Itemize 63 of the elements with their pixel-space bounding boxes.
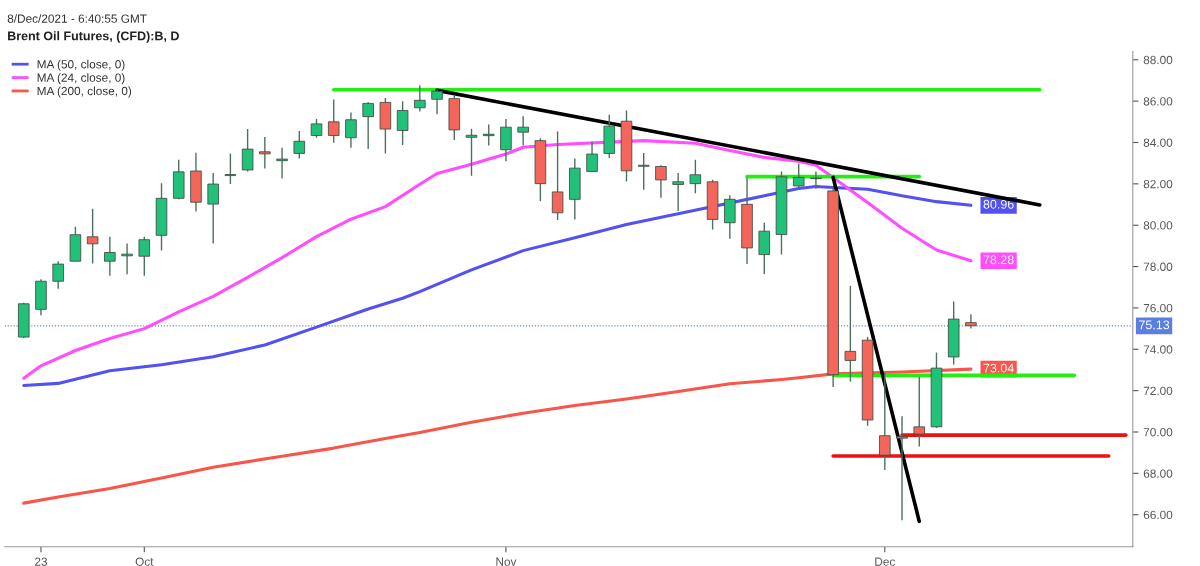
candlestick: [844, 285, 857, 383]
candlestick: [138, 236, 151, 277]
candlestick: [276, 146, 288, 180]
legend-label: MA (24, close, 0): [37, 73, 125, 85]
candlestick: [327, 98, 340, 144]
candlestick: [896, 415, 908, 521]
y-tick-label: 76.00: [1143, 303, 1173, 313]
y-tick-label: 78.00: [1143, 262, 1173, 271]
line-series: [22, 139, 973, 380]
y-tick-label: 88.00: [1143, 55, 1173, 65]
candlestick: [241, 128, 254, 173]
y-tick-label: 82.00: [1143, 179, 1173, 189]
candlestick: [758, 222, 771, 275]
candlestick: [672, 172, 684, 212]
candlestick: [913, 376, 926, 448]
candlestick: [396, 100, 409, 146]
candlestick: [259, 136, 271, 170]
candlestick: [224, 152, 237, 185]
candlestick: [810, 170, 822, 190]
candlestick: [345, 111, 357, 149]
ref-line-label: 75.13: [1139, 320, 1170, 330]
candlestick: [431, 89, 443, 116]
candlestick: [293, 130, 306, 160]
data-label: 73.04: [983, 363, 1014, 373]
candlestick: [86, 207, 99, 265]
candlestick: [465, 128, 478, 177]
y-tick-label: 72.00: [1143, 386, 1173, 396]
candlestick: [689, 158, 702, 195]
candlestick: [104, 236, 116, 277]
y-tick-label: 74.00: [1143, 345, 1173, 354]
legend-label: MA (200, close, 0): [37, 86, 132, 98]
text: 8/Dec/2021 - 6:40:55 GMT: [7, 14, 147, 23]
y-tick-label: 70.00: [1143, 428, 1173, 437]
candlestick: [879, 371, 891, 471]
candlestick: [792, 162, 805, 188]
candlestick: [637, 152, 650, 191]
y-tick-label: 68.00: [1143, 469, 1173, 478]
y-tick-label: 66.00: [1143, 510, 1173, 520]
candlestick: [517, 115, 529, 147]
y-tick-label: 84.00: [1143, 138, 1173, 147]
y-tick-label: 80.00: [1143, 221, 1173, 230]
candlestick: [500, 118, 512, 163]
chart-title: Brent Oil Futures, (CFD):B, D: [8, 31, 179, 43]
candlestick: [207, 172, 219, 245]
candlestick: [482, 123, 495, 147]
candlestick: [586, 140, 598, 173]
candlestick: [655, 164, 667, 199]
candlestick: [965, 313, 977, 330]
candlestick: [551, 130, 564, 221]
line-series: [22, 367, 973, 505]
data-label: 80.96: [983, 199, 1014, 209]
legend-label: MA (50, close, 0): [37, 59, 125, 71]
candlestick: [362, 101, 374, 150]
y-tick-label: 86.00: [1143, 97, 1173, 106]
candlestick: [724, 194, 736, 240]
candlestick: [52, 260, 64, 290]
x-tick-label: 23: [34, 557, 48, 566]
x-tick-label: Nov: [496, 557, 517, 566]
candlestick: [414, 84, 426, 113]
x-tick-label: Oct: [135, 557, 154, 566]
data-label: 78.28: [983, 255, 1014, 265]
x-tick-label: Dec: [875, 557, 895, 566]
candlestick: [310, 118, 323, 139]
